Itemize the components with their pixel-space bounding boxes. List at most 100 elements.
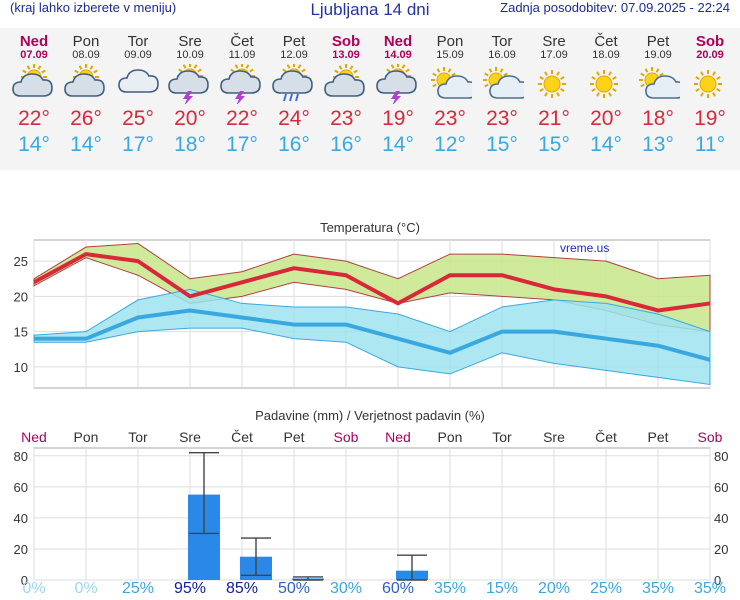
day-date: 15.09 bbox=[436, 49, 464, 61]
day-name: Pet bbox=[646, 33, 670, 50]
temp-max: 20° bbox=[174, 107, 206, 130]
precip-day-label: Sob bbox=[334, 429, 359, 445]
temp-min: 13° bbox=[642, 133, 674, 156]
day-date: 10.09 bbox=[176, 49, 204, 61]
day-forecast: Tor 16.09 23° 15° bbox=[476, 28, 530, 157]
watermark: vreme.us bbox=[560, 241, 609, 255]
precip-ytick-left: 60 bbox=[14, 480, 28, 495]
day-date: 16.09 bbox=[488, 49, 516, 61]
location-menu-hint[interactable]: (kraj lahko izberete v meniju) bbox=[10, 0, 177, 15]
precip-day-label: Pon bbox=[438, 429, 463, 445]
precip-probability: 0% bbox=[22, 580, 46, 597]
precip-probability: 50% bbox=[277, 580, 311, 597]
day-date: 12.09 bbox=[280, 49, 308, 61]
temp-max: 22° bbox=[18, 107, 50, 130]
temp-max: 21° bbox=[538, 107, 570, 130]
temp-max: 23° bbox=[486, 107, 518, 130]
day-name: Ned bbox=[19, 33, 49, 50]
temp-ytick-label: 20 bbox=[14, 289, 28, 304]
temp-max: 19° bbox=[694, 107, 726, 130]
day-name: Čet bbox=[230, 33, 254, 50]
precip-day-label: Pet bbox=[283, 429, 304, 445]
precip-ytick-right: 20 bbox=[714, 542, 728, 557]
temp-max: 23° bbox=[434, 107, 466, 130]
day-forecast: Sre 10.09 20° 18° bbox=[164, 28, 216, 157]
day-name: Sre bbox=[542, 33, 566, 50]
day-forecast: Pet 12.09 24° 16° bbox=[268, 28, 320, 157]
precip-day-label: Sob bbox=[698, 429, 723, 445]
day-date: 18.09 bbox=[592, 49, 620, 61]
precip-probability: 35% bbox=[693, 580, 727, 597]
day-forecast: Sre 17.09 21° 15° bbox=[528, 28, 580, 157]
temp-min: 14° bbox=[70, 133, 102, 156]
temp-max: 20° bbox=[590, 107, 622, 130]
temp-min: 12° bbox=[434, 133, 466, 156]
temperature-chart: 10 15 20 25 vreme.us bbox=[14, 239, 711, 389]
temp-max-line bbox=[33, 252, 711, 313]
temp-min: 11° bbox=[694, 133, 726, 156]
temp-max: 19° bbox=[382, 107, 414, 130]
sun-icon bbox=[580, 64, 632, 104]
day-forecast: Ned 07.09 22° 14° bbox=[8, 28, 60, 157]
temp-min: 17° bbox=[226, 133, 258, 156]
temp-ytick-label: 25 bbox=[14, 254, 28, 269]
thunderstorm-sun-icon bbox=[372, 63, 424, 106]
day-name: Sob bbox=[331, 33, 361, 50]
precip-day-label: Tor bbox=[492, 429, 512, 445]
thunderstorm-sun-icon bbox=[216, 63, 268, 106]
temperature-chart-title: Temperatura (°C) bbox=[320, 220, 420, 235]
temp-min: 14° bbox=[382, 133, 414, 156]
partly-cloudy-icon bbox=[476, 64, 530, 104]
day-date: 11.09 bbox=[228, 49, 256, 61]
precip-ytick-right: 40 bbox=[714, 511, 728, 526]
day-forecast: Pon 15.09 23° 12° bbox=[424, 28, 478, 157]
temp-max: 24° bbox=[278, 107, 310, 130]
day-name: Pon bbox=[436, 33, 464, 50]
temp-min: 18° bbox=[174, 133, 206, 156]
temp-min: 16° bbox=[330, 133, 362, 156]
precip-ytick-right: 0 bbox=[714, 573, 721, 588]
temp-min: 16° bbox=[278, 133, 310, 156]
precip-day-label: Čet bbox=[595, 429, 617, 445]
day-forecast: Čet 18.09 20° 14° bbox=[580, 28, 632, 157]
precip-chart: Ned Pon Tor Sre Čet Pet Sob Ned Pon Tor Sre Čet Pet S… bbox=[14, 429, 729, 588]
day-name: Pon bbox=[72, 33, 100, 50]
precip-day-label: Sre bbox=[179, 429, 201, 445]
day-date: 14.09 bbox=[384, 49, 412, 61]
day-name: Tor bbox=[127, 33, 149, 50]
precip-day-label: Ned bbox=[21, 429, 47, 445]
day-date: 07.09 bbox=[20, 49, 48, 61]
precip-ytick-left: 20 bbox=[14, 542, 28, 557]
day-name: Čet bbox=[594, 33, 618, 50]
day-name: Pet bbox=[282, 33, 306, 50]
day-forecast: Ned 14.09 19° 14° bbox=[372, 28, 424, 157]
day-forecast: Sob 13.09 23° 16° bbox=[320, 28, 372, 157]
day-date: 08.09 bbox=[72, 49, 100, 61]
precip-probability: 20% bbox=[537, 580, 571, 597]
day-forecast: Čet 11.09 22° 17° bbox=[216, 28, 268, 157]
precip-day-label: Čet bbox=[231, 429, 253, 445]
precip-probability: 15% bbox=[485, 580, 519, 597]
precip-ytick-left: 80 bbox=[14, 449, 28, 464]
day-date: 09.09 bbox=[124, 49, 152, 61]
day-name: Tor bbox=[491, 33, 513, 50]
precip-day-label: Tor bbox=[128, 429, 148, 445]
forecast-strip: Ned 07.09 22° 14° Pon 08.09 26° 14° Tor 09.09 25° 1… bbox=[0, 28, 740, 170]
cloud-icon bbox=[112, 64, 164, 104]
precip-probability: 85% bbox=[225, 580, 259, 597]
precip-day-label: Pon bbox=[74, 429, 99, 445]
precip-plot-area bbox=[33, 447, 711, 581]
sun-icon bbox=[684, 64, 736, 104]
sun-icon bbox=[528, 64, 580, 104]
cloudy-sun-icon bbox=[320, 64, 372, 104]
temp-min: 15° bbox=[486, 133, 518, 156]
precip-probability: 25% bbox=[589, 580, 623, 597]
temp-ytick-label: 15 bbox=[14, 325, 28, 340]
partly-cloudy-icon bbox=[424, 64, 478, 104]
last-update: Zadnja posodobitev: 07.09.2025 - 22:24 bbox=[500, 0, 730, 15]
day-name: Ned bbox=[383, 33, 413, 50]
temp-max: 25° bbox=[122, 107, 154, 130]
temp-max: 23° bbox=[330, 107, 362, 130]
temp-min: 14° bbox=[590, 133, 622, 156]
